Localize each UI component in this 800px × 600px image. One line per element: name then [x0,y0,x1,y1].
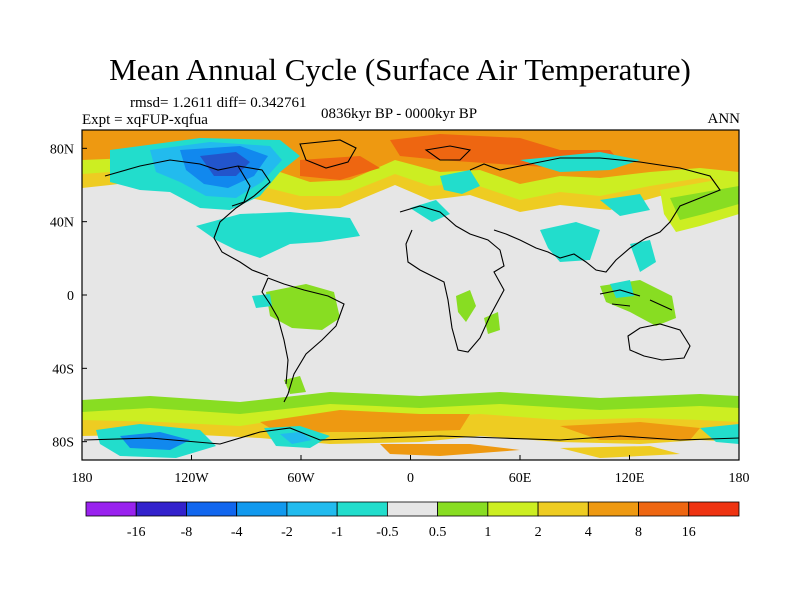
colorbar-swatch [336,501,388,517]
canada-coldest [200,152,250,176]
colorbar-label: 0.5 [429,525,447,540]
africa-warm [456,290,476,322]
x-tick-label: 0 [407,471,414,486]
siberia-cool [520,152,640,172]
colorbar-label: -16 [127,525,146,540]
central-asia-cool [540,222,600,262]
colorbar-swatch [688,501,740,517]
colorbar-swatch [487,501,539,517]
arctic-strong-warm-2 [300,156,380,180]
china-cool [600,194,650,216]
weddell-cold [280,432,312,444]
indonesia-cool [610,280,634,298]
colorbar-label: -1 [331,525,343,540]
amazon-cool-patch [252,294,272,308]
east-asia-cool [630,240,656,272]
antarctic-interior-mild [560,446,680,458]
stats-text: rmsd= 1.2611 diff= 0.342761 [130,95,307,111]
colorbar-swatch [587,501,639,517]
y-tick-label: 0 [67,289,74,304]
antarctic-orange [260,410,470,434]
figure-title: Mean Annual Cycle (Surface Air Temperatu… [109,52,691,87]
coastlines [83,139,739,445]
x-axis: 180 120W 60W 0 60E 120E 180 [72,455,750,486]
x-tick-label: 180 [72,471,93,486]
experiment-label: Expt = xqFUP-xqfua [82,112,208,128]
y-tick-label: 40S [52,362,74,377]
colorbar-swatch [135,501,187,517]
y-tick-label: 80S [52,436,74,451]
period-label: 0836kyr BP - 0000kyr BP [321,106,478,122]
colorbar-swatch [186,501,238,517]
season-label: ANN [707,111,741,127]
antarctic-interior-warm [380,444,520,456]
colorbar-swatch [437,501,489,517]
map-plot [82,130,739,460]
colorbar-swatch [236,501,288,517]
colorbar-label: 2 [535,525,542,540]
north-pacific-green [670,186,739,220]
y-tick-label: 80N [50,142,74,157]
colorbar-label: -4 [231,525,243,540]
y-tick-label: 40N [50,216,74,231]
colorbar-swatch [638,501,690,517]
colorbar-swatch [386,501,439,517]
x-tick-label: 60E [509,471,532,486]
colorbar-label: -2 [281,525,293,540]
scandinavia-cool [440,170,480,194]
south-america-warm [266,284,340,330]
colorbar-swatch [85,501,137,517]
colorbar-label: 16 [682,525,696,540]
x-tick-label: 120E [615,471,645,486]
colorbar-label: -8 [181,525,193,540]
us-cool [196,212,360,258]
x-tick-label: 60W [287,471,315,486]
colorbar-swatch [537,501,589,517]
east-antarctic-cool [700,424,739,444]
colorbar-label: 1 [484,525,491,540]
colorbar-label: -0.5 [376,525,398,540]
x-tick-label: 120W [174,471,209,486]
colorbar-label: 4 [585,525,592,540]
colorbar-swatch [286,501,338,517]
east-africa-warm [484,312,500,334]
x-tick-label: 180 [729,471,750,486]
colorbar-label: 8 [635,525,642,540]
ross-sea-cold [120,432,190,450]
colorbar: -16 -8 -4 -2 -1 -0.5 0.5 1 2 4 8 16 [85,501,740,540]
antarctic-orange-east [560,422,700,440]
y-axis: 80N 40N 0 40S 80S [50,142,87,451]
